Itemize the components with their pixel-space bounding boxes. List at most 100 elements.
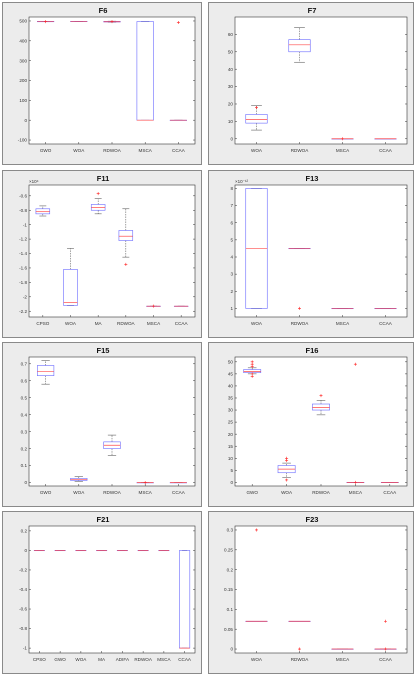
x-tick-label: CCAA <box>379 321 393 326</box>
y-tick-label: 200 <box>19 78 27 83</box>
x-tick-label: MSCA <box>139 490 153 495</box>
box-woa <box>245 188 268 309</box>
x-tick-label: WOA <box>251 657 263 662</box>
chart-panel-f21: F21 -1 -0.8 -0.6 -0.4 -0.2 0 0.2 CPSO GWO WOA MA ADI… <box>2 511 202 674</box>
x-tick-label: WOA <box>65 321 77 326</box>
outlier-point <box>255 105 258 109</box>
y-tick-label: 0.3 <box>227 528 234 533</box>
iqr-box <box>312 403 330 411</box>
y-tick-label: -100 <box>18 138 28 143</box>
chart-title: F21 <box>97 515 110 524</box>
box-woa <box>63 248 78 306</box>
plot-area <box>28 356 196 487</box>
box-rdwoa <box>288 248 311 310</box>
x-tick-label: GWO <box>54 657 66 662</box>
box-rdwoa <box>288 620 311 651</box>
y-tick-label: 0 <box>230 480 233 485</box>
outlier-point <box>152 304 155 308</box>
outlier-point <box>319 394 323 398</box>
chart-title: F15 <box>97 346 110 355</box>
x-tick-label: RDWOA <box>291 148 310 153</box>
box-plot-svg: F21 -1 -0.8 -0.6 -0.4 -0.2 0 0.2 CPSO GWO WOA MA ADI… <box>19 515 196 662</box>
x-tick-label: MSCA <box>139 148 153 153</box>
x-tick-label: MA <box>98 657 106 662</box>
y-tick-label: 45 <box>228 371 234 376</box>
chart-title: F11 <box>97 174 110 183</box>
box-rdwoa <box>288 27 311 63</box>
box-ccaa <box>374 619 397 651</box>
x-tick-label: WOA <box>251 148 263 153</box>
y-tick-label: 0.2 <box>227 567 234 572</box>
y-tick-label: 50 <box>228 359 234 364</box>
chart-title: F16 <box>306 346 319 355</box>
y-tick-label: 4 <box>230 255 233 260</box>
box-msca <box>346 362 365 484</box>
x-tick-label: CPSO <box>36 321 49 326</box>
iqr-box <box>245 114 268 124</box>
y-tick-label: 0.05 <box>224 627 233 632</box>
box-woa <box>70 476 88 482</box>
chart-panel-f13: F13 ×10⁻¹² 1 2 3 4 5 6 7 8 WOA RDWOA MSCA CCAA <box>208 170 414 338</box>
x-tick-label: WOA <box>251 321 263 326</box>
outlier-point <box>298 306 301 310</box>
x-tick-label: RDWOA <box>103 148 122 153</box>
box-plot-svg: F11 ×10⁴ -2.2 -2 -1.8 -1.6 -1.4 -1.2 -1 -0.8 -0.6 C… <box>19 174 196 326</box>
y-tick-label: 0.25 <box>224 547 233 552</box>
x-tick-label: CCAA <box>175 321 189 326</box>
y-tick-label: 1 <box>230 306 233 311</box>
y-tick-label: 0 <box>230 647 233 652</box>
iqr-box <box>36 365 55 376</box>
chart-panel-f16: F16 0 5 10 15 20 25 30 35 40 45 50 GWO WOA RDWOA MSCA CC… <box>208 342 414 507</box>
x-tick-label: CCAA <box>172 148 186 153</box>
y-tick-label: 0.1 <box>227 607 234 612</box>
box-plot-svg: F16 0 5 10 15 20 25 30 35 40 45 50 GWO WOA RDWOA MSCA CC… <box>228 346 408 495</box>
y-tick-label: -1 <box>23 646 28 651</box>
iqr-box <box>118 230 134 241</box>
x-tick-label: RDWOA <box>312 490 331 495</box>
y-tick-label: 0.1 <box>21 463 28 468</box>
x-tick-label: MA <box>95 321 103 326</box>
y-tick-label: -0.6 <box>19 193 27 198</box>
outlier-point <box>124 262 128 266</box>
x-tick-label: RDWOA <box>291 657 310 662</box>
box-gwo <box>243 360 262 378</box>
y-tick-label: 10 <box>228 456 234 461</box>
iqr-box <box>63 269 78 306</box>
plot-area <box>234 356 408 487</box>
x-tick-label: MSCA <box>157 657 171 662</box>
x-tick-label: RDWOA <box>103 490 122 495</box>
y-tick-label: 20 <box>228 432 234 437</box>
x-tick-label: WOA <box>75 657 87 662</box>
outlier-point <box>285 456 289 460</box>
box-gwo <box>36 20 55 24</box>
x-tick-label: WOA <box>73 490 85 495</box>
x-tick-label: CCAA <box>172 490 186 495</box>
x-tick-label: MSCA <box>147 321 161 326</box>
y-tick-label: 35 <box>228 396 234 401</box>
x-tick-label: RDWOA <box>291 321 310 326</box>
chart-panel-f6: F6 -100 0 100 200 300 400 500 GWO WOA RDWOA MSCA CCA… <box>2 2 202 165</box>
iqr-box <box>288 39 311 53</box>
y-tick-label: 3 <box>230 272 233 277</box>
box-msca <box>146 304 161 308</box>
y-tick-label: 5 <box>230 468 233 473</box>
y-tick-label: 5 <box>230 237 233 242</box>
axis-exponent-label: ×10⁻¹² <box>235 179 249 184</box>
box-woa <box>277 456 296 482</box>
y-tick-label: 7 <box>230 203 233 208</box>
outlier-point <box>353 362 357 366</box>
box-rdwoa <box>103 20 121 24</box>
box-rdwoa <box>103 434 121 456</box>
box-woa <box>245 528 268 622</box>
x-tick-label: MSCA <box>336 321 350 326</box>
chart-title: F13 <box>306 174 319 183</box>
box-ma <box>90 192 106 215</box>
outlier-point <box>341 137 344 141</box>
y-tick-label: 25 <box>228 420 234 425</box>
plot-area <box>234 525 408 654</box>
x-tick-label: WOA <box>73 148 85 153</box>
y-tick-label: 2 <box>230 289 233 294</box>
y-tick-label: 0.7 <box>21 361 28 366</box>
x-tick-label: ADIFA <box>116 657 130 662</box>
